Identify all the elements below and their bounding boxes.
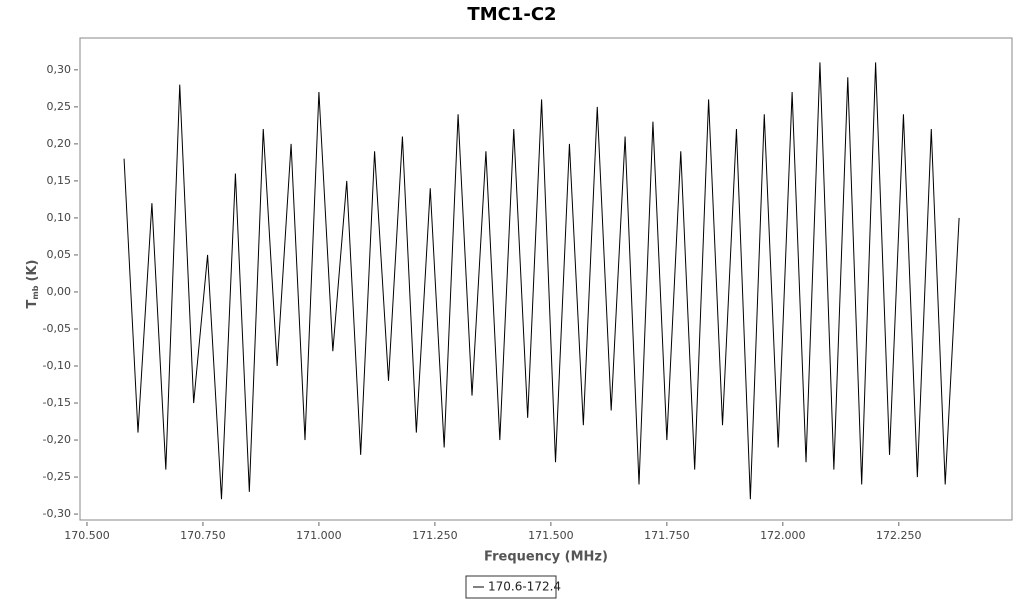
- chart-title: TMC1-C2: [467, 4, 556, 25]
- x-tick-label: 171.750: [644, 529, 690, 542]
- y-axis-label: Tmb (K): [25, 260, 40, 309]
- y-tick-label: -0,20: [43, 433, 71, 446]
- y-label-unit: (K): [25, 260, 40, 282]
- y-tick-label: 0,30: [47, 63, 72, 76]
- plot-area: [79, 37, 1013, 521]
- legend-label: 170.6-172.4: [488, 580, 561, 594]
- y-tick-label: 0,20: [47, 137, 72, 150]
- x-tick-label: 171.000: [296, 529, 342, 542]
- x-tick-label: 170.500: [64, 529, 110, 542]
- y-tick-label: 0,00: [47, 285, 72, 298]
- y-tick-label: 0,25: [47, 100, 72, 113]
- y-tick-label: 0,10: [47, 211, 72, 224]
- legend-box: [465, 575, 557, 599]
- y-label-main: T: [25, 299, 40, 308]
- x-tick-label: 171.500: [528, 529, 574, 542]
- x-tick-label: 172.250: [876, 529, 922, 542]
- y-tick-label: -0,15: [43, 396, 71, 409]
- x-tick-label: 172.000: [760, 529, 806, 542]
- y-tick-label: -0,10: [43, 359, 71, 372]
- x-tick-label: 171.250: [412, 529, 458, 542]
- y-tick-label: -0,25: [43, 470, 71, 483]
- y-tick-label: -0,05: [43, 322, 71, 335]
- y-tick-label: 0,05: [47, 248, 72, 261]
- data-line: [123, 62, 960, 500]
- y-label-sub: mb: [31, 285, 40, 299]
- x-tick-label: 170.750: [180, 529, 226, 542]
- x-axis-label: Frequency (MHz): [484, 550, 608, 565]
- y-tick-label: 0,15: [47, 174, 72, 187]
- y-tick-label: -0,30: [43, 507, 71, 520]
